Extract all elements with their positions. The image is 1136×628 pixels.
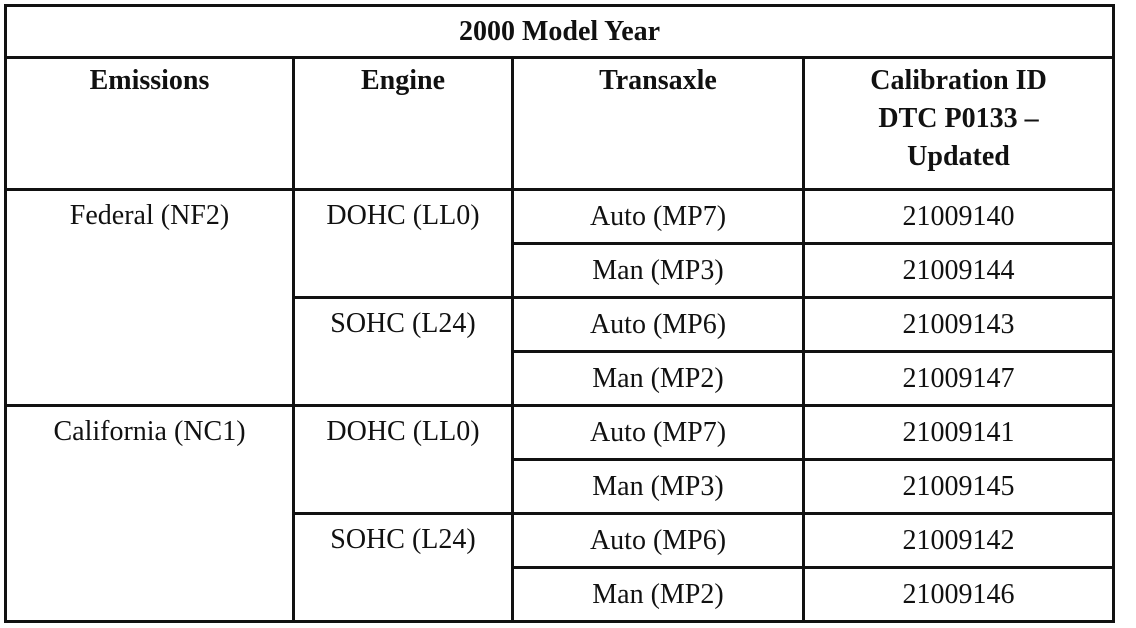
calibration-id-cell: 21009147 bbox=[801, 350, 1116, 407]
calibration-id-cell: 21009141 bbox=[801, 404, 1116, 461]
calibration-id-cell: 21009146 bbox=[801, 566, 1116, 623]
calibration-id-cell: 21009144 bbox=[801, 242, 1116, 299]
calibration-id-cell: 21009143 bbox=[801, 296, 1116, 353]
calibration-id-cell: 21009142 bbox=[801, 512, 1116, 569]
transaxle-cell: Auto (MP7) bbox=[511, 188, 805, 245]
header-engine: Engine bbox=[292, 56, 514, 191]
calibration-id-cell: 21009145 bbox=[801, 458, 1116, 515]
header-calibration-line: Calibration ID bbox=[870, 65, 1047, 96]
engine-cell: DOHC (LL0) bbox=[292, 188, 514, 299]
transaxle-cell: Man (MP2) bbox=[511, 350, 805, 407]
engine-cell: SOHC (L24) bbox=[292, 296, 514, 407]
table-title: 2000 Model Year bbox=[3, 4, 1116, 59]
header-calibration-id: Calibration ID DTC P0133 – Updated bbox=[801, 56, 1116, 191]
engine-cell: DOHC (LL0) bbox=[292, 404, 514, 515]
transaxle-cell: Man (MP2) bbox=[511, 566, 805, 623]
engine-cell: SOHC (L24) bbox=[292, 512, 514, 623]
emissions-cell: California (NC1) bbox=[4, 404, 295, 623]
transaxle-cell: Auto (MP6) bbox=[511, 296, 805, 353]
header-transaxle: Transaxle bbox=[511, 56, 805, 191]
table-header-row: Emissions Engine Transaxle Calibration I… bbox=[4, 56, 1116, 191]
header-emissions: Emissions bbox=[4, 56, 295, 191]
transaxle-cell: Man (MP3) bbox=[511, 242, 805, 299]
table-row: Man (MP3) 21009145 bbox=[6, 458, 1116, 515]
transaxle-cell: Auto (MP7) bbox=[511, 404, 805, 461]
emissions-cell: Federal (NF2) bbox=[4, 188, 295, 407]
table-row: Man (MP2) 21009146 bbox=[6, 566, 1116, 623]
header-calibration-line: Updated bbox=[907, 141, 1010, 172]
table-row: Federal (NF2) DOHC (LL0) Auto (MP7) 2100… bbox=[4, 188, 1116, 407]
table-row: SOHC (L24) Auto (MP6) 21009142 bbox=[6, 512, 1116, 623]
table-row: Man (MP2) 21009147 bbox=[6, 350, 1116, 407]
table-row: California (NC1) DOHC (LL0) Auto (MP7) 2… bbox=[4, 404, 1116, 623]
transaxle-cell: Man (MP3) bbox=[511, 458, 805, 515]
transaxle-cell: Auto (MP6) bbox=[511, 512, 805, 569]
calibration-table: 2000 Model Year Emissions Engine Transax… bbox=[3, 4, 1116, 623]
table-title-row: 2000 Model Year bbox=[3, 4, 1116, 59]
header-calibration-line: DTC P0133 – bbox=[878, 103, 1039, 134]
table-row: Man (MP3) 21009144 bbox=[6, 242, 1116, 299]
table-row: SOHC (L24) Auto (MP6) 21009143 bbox=[6, 296, 1116, 407]
calibration-id-cell: 21009140 bbox=[801, 188, 1116, 245]
